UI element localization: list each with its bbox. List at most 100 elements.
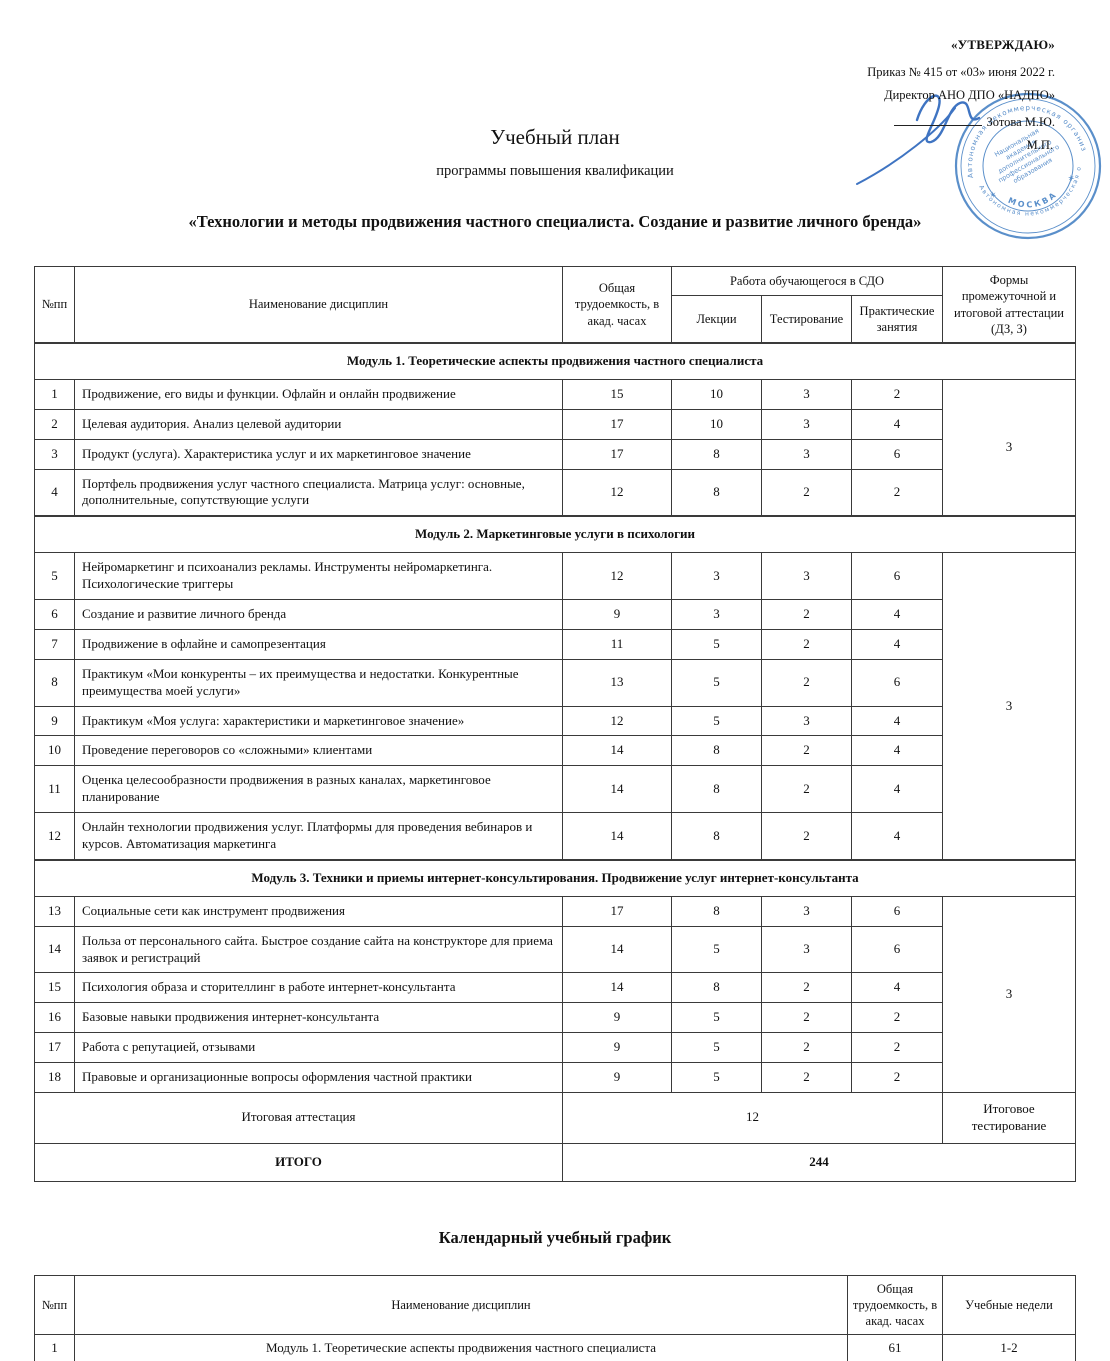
cell-total: 17 (562, 438, 672, 470)
col-header-practice: Практические занятия (851, 295, 943, 344)
cell-total: 14 (562, 735, 672, 767)
cell-total: 9 (562, 1032, 672, 1064)
cell-total: 14 (562, 765, 672, 814)
calendar-row: 1 Модуль 1. Теоретические аспекты продвиж… (34, 1334, 1076, 1361)
cell-practice: 2 (851, 378, 943, 410)
curriculum-header: №пп Наименование дисциплин Общая трудоем… (34, 265, 1076, 344)
cell-num: 18 (34, 1062, 75, 1094)
cell-lectures: 5 (671, 1062, 762, 1094)
cell-testing: 2 (761, 972, 852, 1004)
cell-practice: 2 (851, 1002, 943, 1034)
round-stamp-seal: Автономная некоммерческая организация до… (952, 90, 1102, 240)
cell-num: 6 (34, 599, 75, 630)
cell-lectures: 8 (671, 735, 762, 767)
cell-num: 1 (34, 378, 75, 410)
cell-attestation: 3 (942, 895, 1076, 1094)
col-header-num: №пп (34, 266, 75, 344)
module-header-row: Модуль 2. Маркетинговые услуги в психоло… (34, 515, 1076, 554)
cell-total: 14 (562, 812, 672, 861)
discipline-row: 10 Проведение переговоров со «сложными» к… (34, 735, 1076, 767)
cell-practice: 6 (851, 925, 943, 974)
cell-practice: 4 (851, 735, 943, 767)
cell-total: 9 (562, 599, 672, 630)
cell-num: 5 (34, 552, 75, 601)
discipline-row: 8 Практикум «Мои конкуренты – их преимуще… (34, 658, 1076, 707)
cell-total: 13 (562, 658, 672, 707)
cell-practice: 2 (851, 1032, 943, 1064)
cell-practice: 4 (851, 408, 943, 440)
cell-num: 9 (34, 705, 75, 737)
cell-num: 2 (34, 408, 75, 440)
cell-practice: 6 (851, 895, 943, 927)
cell-testing: 2 (761, 765, 852, 814)
cell-lectures: 5 (671, 1032, 762, 1064)
module-title: Модуль 1. Теоретические аспекты продвиже… (34, 341, 1076, 380)
cell-name: Психология образа и сторителлинг в работ… (74, 972, 563, 1004)
cell-practice: 4 (851, 705, 943, 737)
discipline-row: 9 Практикум «Моя услуга: характеристики и… (34, 705, 1076, 737)
approval-block: «УТВЕРЖДАЮ» Приказ № 415 от «03» июня 20… (867, 37, 1055, 153)
cell-lectures: 8 (671, 765, 762, 814)
cell-total: 12 (562, 705, 672, 737)
cell-name: Продвижение, его виды и функции. Офлайн … (74, 378, 563, 410)
cell-testing: 2 (761, 735, 852, 767)
discipline-row: 18 Правовые и организационные вопросы офо… (34, 1062, 1076, 1094)
curriculum-body: Модуль 1. Теоретические аспекты продвиже… (34, 341, 1076, 1094)
cell-testing: 3 (761, 925, 852, 974)
cell-num: 17 (34, 1032, 75, 1064)
curriculum-footer: Итоговая аттестация 12 Итоговое тестиров… (34, 1092, 1076, 1182)
curriculum-table: №пп Наименование дисциплин Общая трудоем… (34, 265, 1076, 1182)
cell-name: Онлайн технологии продвижения услуг. Пла… (74, 812, 563, 861)
cell-practice: 6 (851, 438, 943, 470)
cell-name: Нейромаркетинг и психоанализ рекламы. Ин… (74, 552, 563, 601)
cell-name: Польза от персонального сайта. Быстрое с… (74, 925, 563, 974)
cell-name: Проведение переговоров со «сложными» кли… (74, 735, 563, 767)
cell-total: 9 (562, 1002, 672, 1034)
cell-lectures: 8 (671, 812, 762, 861)
cell-name: Базовые навыки продвижения интернет-конс… (74, 1002, 563, 1034)
cell-weeks: 1-2 (942, 1334, 1076, 1361)
cell-num: 3 (34, 438, 75, 470)
discipline-row: 17 Работа с репутацией, отзывами 9 5 2 2 (34, 1032, 1076, 1064)
cell-num: 15 (34, 972, 75, 1004)
calendar-table: №пп Наименование дисциплин Общая трудоем… (34, 1274, 1076, 1361)
cell-lectures: 5 (671, 705, 762, 737)
cell-num: 16 (34, 1002, 75, 1034)
page-subtitle: программы повышения квалификации (436, 163, 674, 179)
module-header-row: Модуль 3. Техники и приемы интернет-конс… (34, 858, 1076, 897)
cell-num: 11 (34, 765, 75, 814)
calendar-header: №пп Наименование дисциплин Общая трудоем… (34, 1274, 1076, 1336)
grand-total-value: 244 (562, 1142, 1076, 1182)
discipline-row: 5 Нейромаркетинг и психоанализ рекламы. И… (34, 552, 1076, 861)
cell-lectures: 8 (671, 972, 762, 1004)
cell-lectures: 10 (671, 378, 762, 410)
cell-name: Модуль 1. Теоретические аспекты продвиже… (74, 1334, 848, 1361)
cell-testing: 3 (761, 705, 852, 737)
final-attestation-row: Итоговая аттестация 12 Итоговое тестиров… (34, 1092, 1076, 1144)
cell-name: Оценка целесообразности продвижения в ра… (74, 765, 563, 814)
cell-practice: 4 (851, 765, 943, 814)
calendar-title: Календарный учебный график (438, 1227, 672, 1247)
seal-place-label: М.П. (1026, 138, 1053, 153)
page-title: Учебный план (490, 125, 620, 149)
cell-total: 14 (562, 972, 672, 1004)
cell-num: 4 (34, 468, 75, 517)
cell-name: Портфель продвижения услуг частного спец… (74, 468, 563, 517)
svg-text:✶: ✶ (988, 190, 997, 201)
cell-lectures: 8 (671, 895, 762, 927)
cell-name: Целевая аудитория. Анализ целевой аудито… (74, 408, 563, 440)
cell-testing: 3 (761, 552, 852, 601)
cell-testing: 2 (761, 1032, 852, 1064)
cal-col-header-num: №пп (34, 1274, 75, 1336)
cell-name: Практикум «Моя услуга: характеристики и … (74, 705, 563, 737)
cell-testing: 2 (761, 599, 852, 630)
cell-lectures: 8 (671, 468, 762, 517)
cell-num: 7 (34, 628, 75, 660)
discipline-row: 12 Онлайн технологии продвижения услуг. П… (34, 812, 1076, 861)
col-header-testing: Тестирование (761, 295, 852, 344)
program-title: «Технологии и методы продвижения частног… (188, 212, 922, 231)
svg-text:✶: ✶ (1067, 174, 1076, 185)
cell-num: 8 (34, 658, 75, 707)
cell-lectures: 10 (671, 408, 762, 440)
cell-practice: 6 (851, 658, 943, 707)
